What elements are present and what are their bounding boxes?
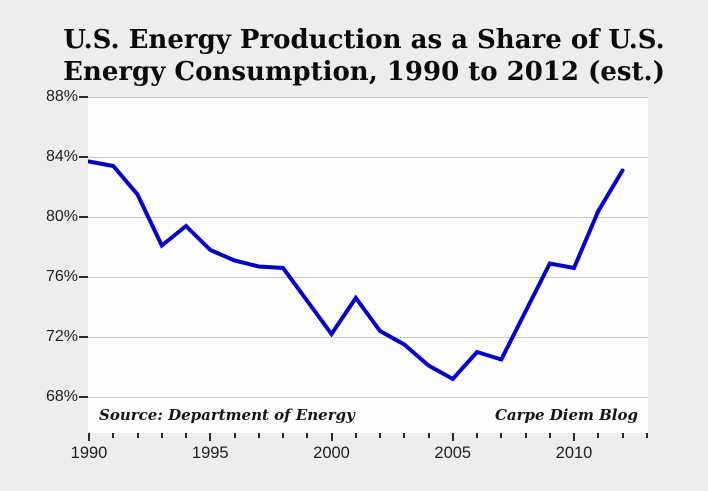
y-axis-tick: [79, 96, 88, 98]
y-axis-label-88: 88%: [45, 88, 78, 105]
x-axis-tick-1996: [233, 433, 236, 438]
gridline-80: [88, 217, 648, 218]
x-axis-tick-2001: [354, 433, 357, 438]
y-axis-tick: [79, 396, 88, 398]
blog-credit: Carpe Diem Blog: [494, 406, 638, 424]
y-axis-label-68: 68%: [45, 388, 78, 405]
x-axis-tick-1990: [88, 433, 90, 441]
x-axis-label-1990: 1990: [70, 444, 108, 462]
gridline-76: [88, 277, 648, 278]
y-axis-label-72: 72%: [45, 328, 78, 345]
data-line-series: [88, 159, 625, 382]
chart-title-line-1: U.S. Energy Production as a Share of U.S…: [63, 25, 665, 55]
x-axis-label-2005: 2005: [434, 444, 472, 462]
y-axis-tick: [79, 156, 88, 158]
x-axis-tick-1997: [257, 433, 260, 438]
y-axis-label-80: 80%: [45, 208, 78, 225]
x-axis-tick-1995: [209, 433, 212, 441]
x-axis-tick-2009: [548, 433, 551, 438]
gridline-88: [88, 97, 648, 98]
gridline-84: [88, 157, 648, 158]
x-axis-tick-1993: [160, 433, 163, 438]
x-axis-tick-2003: [403, 433, 406, 438]
y-axis-tick: [79, 336, 88, 338]
x-axis-tick-2000: [330, 433, 333, 441]
source-note: Source: Department of Energy: [99, 406, 355, 424]
x-axis-tick-2005: [451, 433, 454, 441]
x-axis-tick-1991: [112, 433, 115, 438]
data-line-svg: [88, 159, 625, 382]
x-axis-tick-2011: [597, 433, 600, 438]
y-axis-tick: [79, 276, 88, 278]
x-axis-tick-2002: [379, 433, 381, 438]
x-axis-tick-2013: [645, 433, 648, 438]
x-axis-tick-2012: [621, 433, 624, 438]
plot-area: Source: Department of Energy Carpe Diem …: [88, 97, 648, 433]
x-axis-tick-2008: [524, 433, 527, 438]
x-axis-label-2010: 2010: [555, 444, 593, 462]
gridline-68: [88, 397, 648, 398]
chart-title: U.S. Energy Production as a Share of U.S…: [24, 24, 704, 88]
x-axis-tick-2004: [427, 433, 430, 438]
x-axis-tick-1994: [185, 433, 187, 438]
x-axis-tick-2006: [476, 433, 478, 438]
y-axis-tick: [79, 216, 88, 218]
y-axis-label-84: 84%: [45, 148, 78, 165]
y-axis-label-76: 76%: [45, 268, 78, 285]
x-axis-tick-1998: [282, 433, 284, 438]
gridline-72: [88, 337, 648, 338]
x-axis-tick-2010: [573, 433, 575, 441]
x-axis-label-1995: 1995: [191, 444, 229, 462]
x-axis-label-2000: 2000: [313, 444, 350, 462]
chart-title-line-2: Energy Consumption, 1990 to 2012 (est.): [63, 57, 665, 87]
x-axis-tick-2007: [500, 433, 503, 438]
x-axis-tick-1992: [136, 433, 139, 438]
x-axis-tick-1999: [306, 433, 309, 438]
